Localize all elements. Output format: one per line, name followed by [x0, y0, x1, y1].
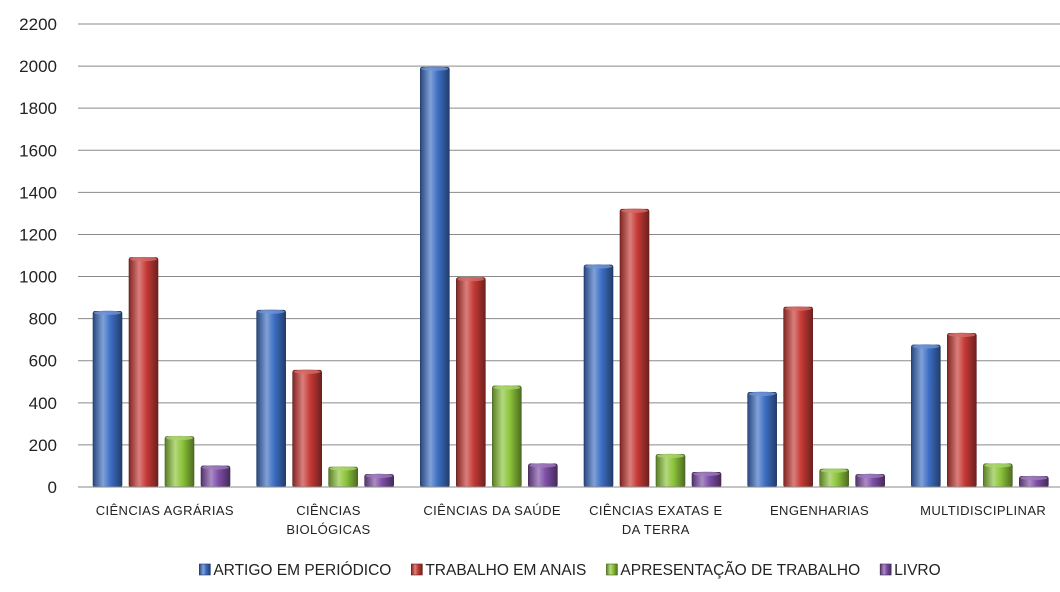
gridlines — [78, 23, 1060, 488]
bar-artigo-em-periodico-ciencias-biologicas — [256, 309, 286, 488]
legend-item-livro: LIVRO — [879, 562, 941, 579]
x-tick-label: CIÊNCIAS — [296, 503, 361, 518]
bar-cap — [657, 453, 684, 459]
y-tick-label: 200 — [29, 436, 57, 455]
bar-cap — [365, 473, 393, 479]
bar-cap — [948, 332, 976, 338]
bar-trabalho-em-anais-ciencias-da-saude — [456, 277, 486, 488]
y-tick-label: 1800 — [19, 99, 57, 118]
bar-cap — [693, 471, 720, 476]
bar-cap — [166, 435, 193, 441]
legend: ARTIGO EM PERIÓDICO TRABALHO EM ANAIS APRE… — [199, 562, 941, 579]
bar-apresentacao-de-trabalho-ciencias-da-saude — [492, 385, 522, 488]
legend-label: LIVRO — [894, 562, 941, 579]
x-tick-label: CIÊNCIAS AGRÁRIAS — [96, 503, 234, 518]
bar-cap — [748, 391, 776, 396]
bar-artigo-em-periodico-engenharias — [747, 391, 777, 488]
bar-artigo-em-periodico-ciencias-agrarias — [92, 310, 123, 488]
y-tick-label: 800 — [29, 310, 57, 329]
bar-cap — [984, 463, 1012, 468]
bar-cap — [257, 309, 285, 314]
legend-swatch — [606, 563, 618, 576]
bar-apresentacao-de-trabalho-ciencias-agrarias — [164, 436, 195, 488]
bar-artigo-em-periodico-multidisciplinar — [911, 344, 941, 488]
bar-cap — [293, 369, 321, 374]
bar-trabalho-em-anais-ciencias-agrarias — [128, 257, 159, 488]
legend-label: APRESENTAÇÃO DE TRABALHO — [620, 562, 860, 579]
y-axis: 0 200 400 600 800 1000 1200 1400 1600 1800 2000 220… — [19, 15, 57, 497]
legend-label: ARTIGO EM PERIÓDICO — [213, 562, 391, 579]
x-tick-label: BIOLÓGICAS — [286, 522, 370, 537]
legend-label: TRABALHO EM ANAIS — [425, 562, 586, 579]
legend-item-apresentacao-de-trabalho: APRESENTAÇÃO DE TRABALHO — [606, 562, 860, 579]
bar-cap — [329, 466, 357, 471]
bar-cap — [421, 66, 449, 71]
legend-item-trabalho-em-anais: TRABALHO EM ANAIS — [411, 562, 586, 579]
bar-trabalho-em-anais-ciencias-biologicas — [292, 369, 322, 488]
legend-item-artigo-em-periodico: ARTIGO EM PERIÓDICO — [199, 562, 391, 579]
bar-cap — [529, 463, 557, 468]
y-tick-label: 2000 — [19, 57, 57, 76]
y-tick-label: 400 — [29, 394, 57, 413]
bar-cap — [820, 468, 848, 473]
x-tick-label: CIÊNCIAS DA SAÚDE — [423, 503, 561, 518]
bar-apresentacao-de-trabalho-ciencias-exatas-e-da-terra — [655, 454, 686, 488]
x-tick-label: MULTIDISCIPLINAR — [920, 503, 1046, 518]
bar-cap — [912, 344, 940, 349]
bar-cap — [856, 473, 884, 479]
bar-cap — [94, 310, 121, 315]
x-tick-label: DA TERRA — [622, 522, 690, 537]
y-tick-label: 2200 — [19, 15, 57, 34]
y-tick-label: 0 — [48, 478, 57, 497]
y-tick-label: 1200 — [19, 225, 57, 244]
bar-cap — [1020, 475, 1048, 481]
y-tick-label: 1400 — [19, 183, 57, 202]
legend-swatch — [879, 563, 892, 576]
x-tick-label: ENGENHARIAS — [770, 503, 869, 518]
x-tick-label: CIÊNCIAS EXATAS E — [589, 503, 722, 518]
bar-cap — [784, 306, 812, 311]
x-axis: CIÊNCIAS AGRÁRIAS CIÊNCIAS BIOLÓGICAS CIÊNC… — [78, 486, 1060, 537]
y-tick-label: 1600 — [19, 141, 57, 160]
bar-cap — [130, 256, 157, 262]
legend-swatch — [199, 563, 211, 576]
y-tick-label: 1000 — [19, 268, 57, 287]
bar-cap — [585, 264, 612, 269]
bar-trabalho-em-anais-engenharias — [783, 306, 813, 488]
bar-artigo-em-periodico-ciencias-da-saude — [420, 66, 450, 488]
legend-swatch — [411, 563, 423, 576]
bar-cap — [493, 385, 521, 390]
bar-cap — [202, 465, 229, 470]
bar-trabalho-em-anais-multidisciplinar — [947, 333, 977, 488]
bars — [92, 66, 1049, 488]
bar-trabalho-em-anais-ciencias-exatas-e-da-terra — [619, 208, 650, 488]
bar-cap — [457, 276, 485, 282]
y-tick-label: 600 — [29, 352, 57, 371]
bar-artigo-em-periodico-ciencias-exatas-e-da-terra — [583, 264, 614, 488]
bar-cap — [621, 208, 648, 213]
